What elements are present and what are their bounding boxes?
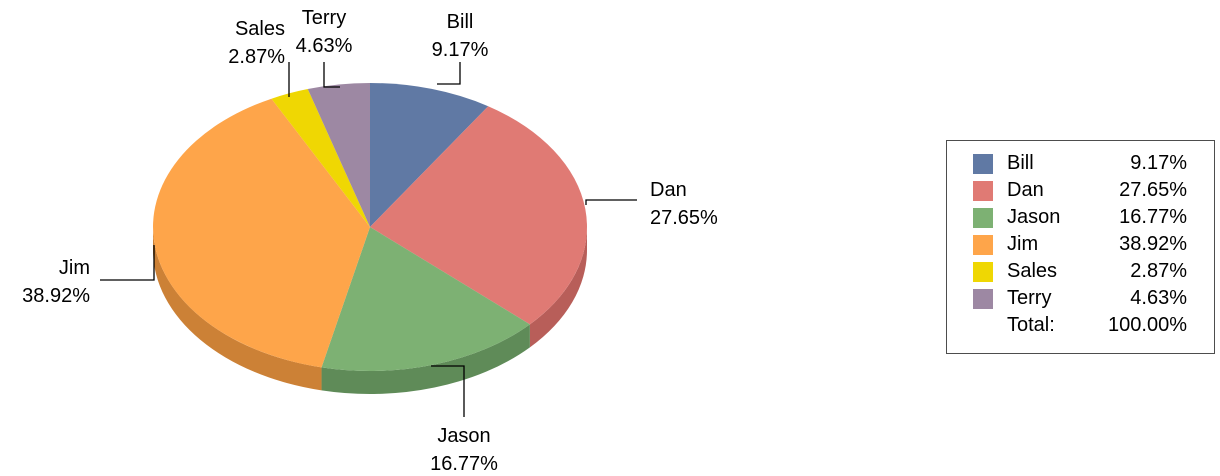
slice-label-bill: Bill (447, 11, 474, 33)
legend-item-jim: Jim 38.92% (947, 232, 1216, 259)
chart-legend: Bill 9.17% Dan 27.65% Jason 16.77% Jim 3… (946, 140, 1215, 354)
leader-line-jason (431, 365, 465, 417)
legend-swatch-terry (973, 289, 993, 309)
pie-sides (152, 227, 587, 394)
legend-item-jason: Jason 16.77% (947, 205, 1216, 232)
legend-item-bill: Bill 9.17% (947, 151, 1216, 178)
legend-label-bill: Bill (1007, 152, 1034, 174)
pie-side-jim (152, 227, 322, 391)
slice-label-jim: Jim (59, 257, 90, 279)
legend-value-jason: 16.77% (1119, 206, 1187, 228)
legend-swatch-sales (973, 262, 993, 282)
pie-side-jason (321, 324, 530, 394)
slice-label-terry: Terry (302, 7, 346, 29)
legend-value-bill: 9.17% (1130, 152, 1187, 174)
legend-label-dan: Dan (1007, 179, 1044, 201)
legend-swatch-jim (973, 235, 993, 255)
legend-total-row: Total: 100.00% (947, 313, 1216, 340)
legend-value-terry: 4.63% (1130, 287, 1187, 309)
slice-label-dan: Dan (650, 179, 687, 201)
slice-label-jason: Jason (437, 425, 490, 447)
pie-slice-terry (307, 83, 370, 227)
legend-label-terry: Terry (1007, 287, 1052, 309)
legend-total-label: Total: (1007, 314, 1055, 336)
slice-label-sales: Sales (235, 18, 285, 40)
pie-tops (152, 83, 587, 372)
slice-value-bill: 9.17% (432, 39, 489, 61)
legend-item-sales: Sales 2.87% (947, 259, 1216, 286)
slice-value-terry: 4.63% (296, 35, 353, 57)
legend-swatch-bill (973, 154, 993, 174)
pie-slice-sales (271, 89, 370, 227)
legend-label-sales: Sales (1007, 260, 1058, 282)
leader-line-terry (323, 62, 340, 88)
legend-item-terry: Terry 4.63% (947, 286, 1216, 313)
pie-slice-bill (370, 83, 489, 227)
slice-value-jason: 16.77% (430, 453, 498, 475)
leader-line-bill (437, 62, 461, 85)
legend-value-dan: 27.65% (1119, 179, 1187, 201)
slice-value-sales: 2.87% (228, 46, 285, 68)
legend-value-sales: 2.87% (1130, 260, 1187, 282)
legend-label-jim: Jim (1007, 233, 1039, 255)
legend-value-jim: 38.92% (1119, 233, 1187, 255)
slice-value-dan: 27.65% (650, 207, 718, 229)
legend-label-jason: Jason (1007, 206, 1061, 228)
leader-line-dan (585, 199, 637, 205)
legend-swatch-jason (973, 208, 993, 228)
legend-swatch-dan (973, 181, 993, 201)
pie-slice-jason (321, 227, 530, 372)
leader-line-jim (100, 245, 155, 281)
pie-slice-dan (370, 106, 587, 325)
pie-side-dan (529, 227, 587, 348)
slice-value-jim: 38.92% (22, 285, 90, 307)
pie-slice-jim (152, 98, 370, 368)
legend-item-dan: Dan 27.65% (947, 178, 1216, 205)
legend-total-value: 100.00% (1108, 314, 1187, 336)
